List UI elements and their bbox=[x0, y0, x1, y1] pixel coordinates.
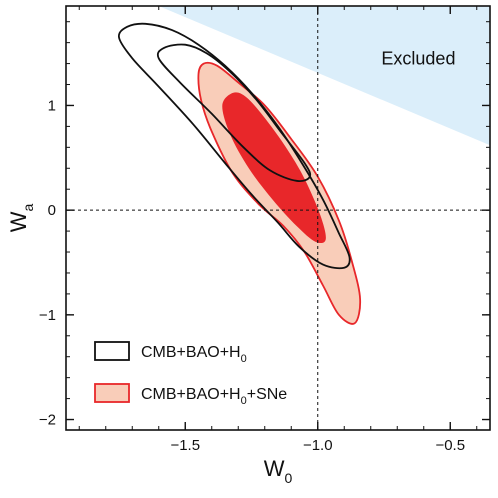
legend-swatch bbox=[94, 341, 130, 361]
x-tick-label: −0.5 bbox=[435, 437, 465, 454]
excluded-region bbox=[158, 6, 490, 146]
excluded-label: Excluded bbox=[381, 48, 455, 68]
plot-frame bbox=[65, 5, 491, 431]
legend: CMB+BAO+H0 CMB+BAO+H0+SNe bbox=[94, 341, 287, 407]
y-tick-label: 1 bbox=[48, 97, 56, 114]
contour-cmb-95 bbox=[118, 22, 351, 270]
y-tick-label: −2 bbox=[39, 412, 56, 429]
svg-text:W0: W0 bbox=[264, 456, 293, 486]
y-tick-label: 0 bbox=[48, 202, 56, 219]
x-tick-label: −1.0 bbox=[303, 437, 333, 454]
svg-text:Wa: Wa bbox=[6, 204, 36, 233]
y-axis-title: Wa bbox=[6, 204, 36, 233]
x-tick-label: −1.5 bbox=[170, 437, 200, 454]
y-tick-label: −1 bbox=[39, 307, 56, 324]
legend-label: CMB+BAO+H0 bbox=[141, 344, 247, 365]
legend-label: CMB+BAO+H0+SNe bbox=[141, 386, 287, 407]
contour-cmb-68 bbox=[156, 43, 312, 182]
contour-snE-68 bbox=[222, 92, 326, 244]
legend-swatch bbox=[94, 383, 130, 403]
x-axis-title: W0 bbox=[264, 456, 293, 486]
